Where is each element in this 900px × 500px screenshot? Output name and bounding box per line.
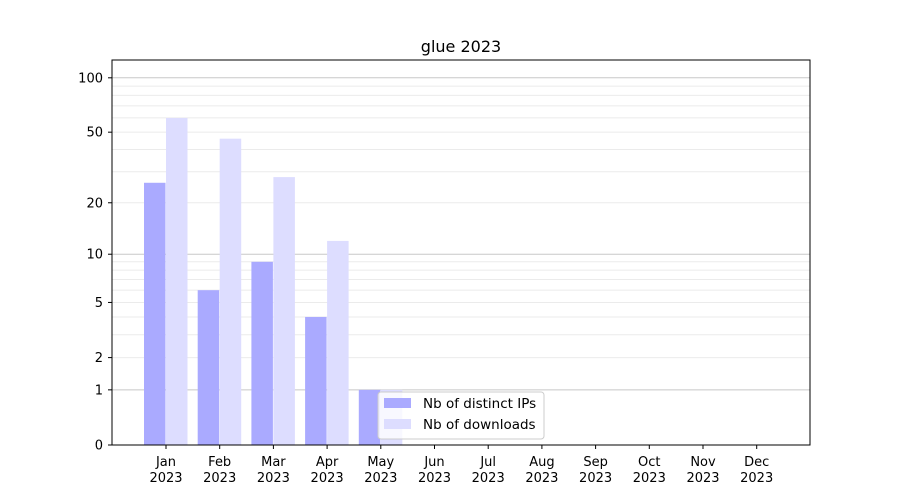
legend-swatch-ips (384, 398, 411, 408)
x-axis: Jan 2023 Feb 2023 Mar 2023 Apr 2023 May 2023 Jun 20… (149, 445, 773, 486)
x-tick-label: May 2023 (364, 455, 397, 486)
y-tick-label: 0 (95, 439, 103, 454)
legend: Nb of distinct IPs Nb of downloads (377, 391, 545, 440)
x-tick-label: Apr 2023 (311, 455, 344, 486)
bar-downloads-3 (327, 240, 349, 445)
x-tick-label: Jul 2023 (472, 455, 505, 486)
x-tick-label: Jun 2023 (418, 455, 451, 486)
y-tick-label: 5 (95, 296, 103, 311)
bar-ips-0 (144, 182, 166, 445)
x-tick-label: Mar 2023 (257, 455, 290, 486)
chart-title: glue 2023 (421, 37, 501, 56)
bar-ips-2 (251, 261, 273, 445)
x-tick-label: Jan 2023 (149, 455, 182, 486)
bar-ips-3 (305, 316, 327, 445)
bar-downloads-1 (219, 138, 242, 445)
x-tick-label: Aug 2023 (525, 455, 558, 486)
x-tick-label: Feb 2023 (203, 455, 236, 486)
y-tick-label: 50 (86, 126, 103, 141)
x-tick-label: Sep 2023 (579, 455, 612, 486)
plot-frame (111, 59, 811, 446)
x-tick-label: Dec 2023 (740, 455, 773, 486)
bar-downloads-0 (166, 117, 188, 445)
x-tick-label: Oct 2023 (633, 455, 666, 486)
legend-swatch-downloads (384, 419, 411, 429)
y-tick-label: 20 (86, 196, 103, 211)
y-tick-label: 1 (95, 383, 103, 398)
bar-ips-4 (358, 389, 381, 445)
bar-ips-1 (197, 290, 220, 445)
legend-label-ips: Nb of distinct IPs (423, 396, 536, 412)
legend-label-downloads: Nb of downloads (423, 417, 536, 433)
y-axis: 0 1 2 5 10 20 50 100 (78, 71, 112, 454)
bar-downloads-2 (273, 177, 295, 445)
y-tick-label: 2 (95, 351, 103, 366)
y-tick-label: 100 (78, 71, 103, 86)
bars (144, 117, 403, 445)
x-tick-label: Nov 2023 (686, 455, 719, 486)
y-tick-label: 10 (86, 248, 103, 263)
